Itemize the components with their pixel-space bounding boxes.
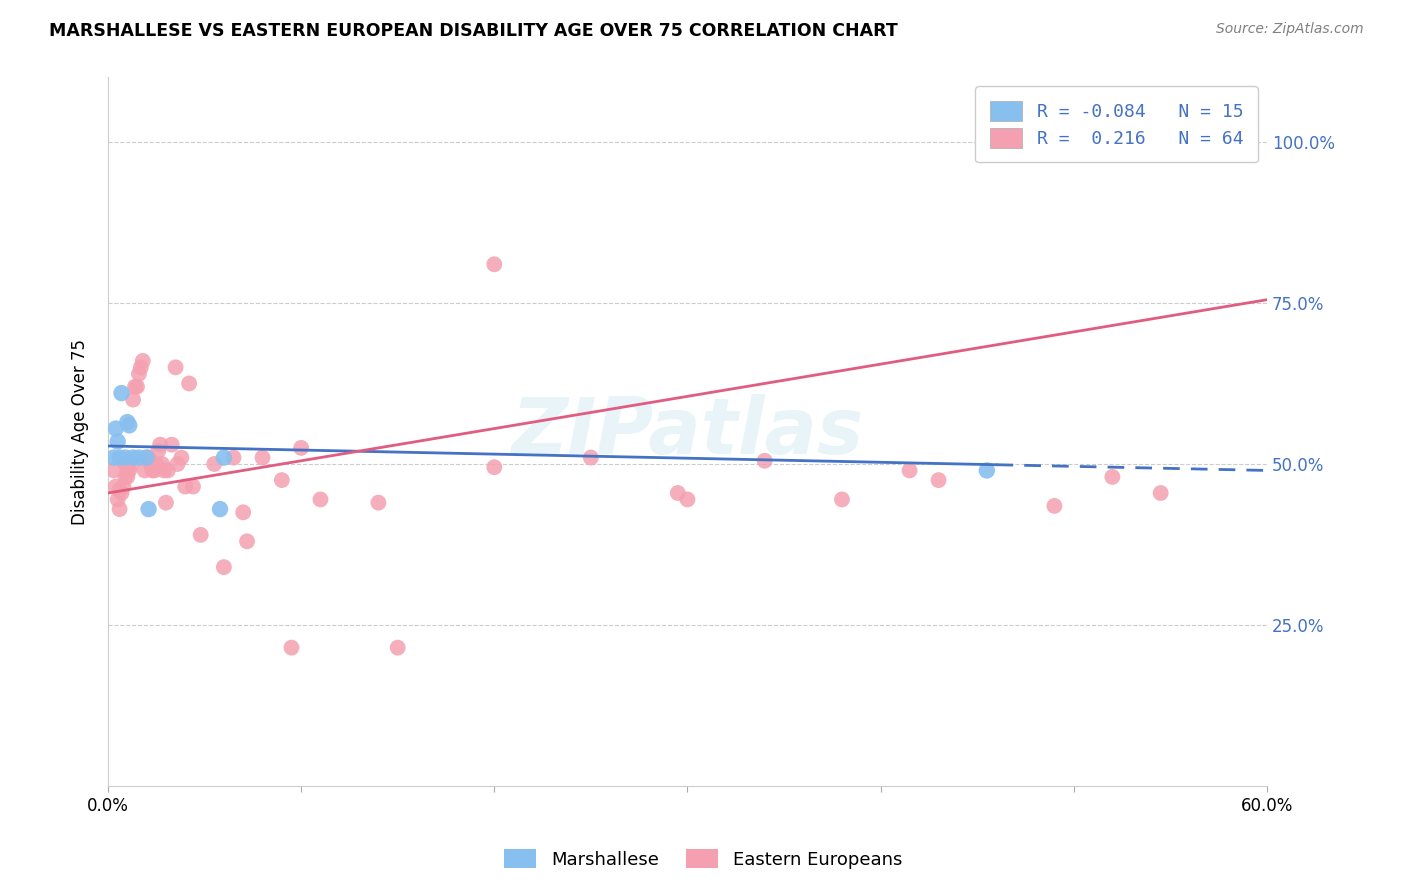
Point xyxy=(120,457,142,471)
Point xyxy=(118,463,141,477)
Y-axis label: Disability Age Over 75: Disability Age Over 75 xyxy=(72,339,89,524)
Point xyxy=(232,505,254,519)
Point xyxy=(387,640,409,655)
Point xyxy=(236,534,259,549)
Point xyxy=(190,528,212,542)
Point xyxy=(138,502,160,516)
Point xyxy=(122,392,145,407)
Point xyxy=(174,479,197,493)
Point xyxy=(1101,470,1123,484)
Point xyxy=(484,257,506,271)
Point xyxy=(129,360,152,375)
Point xyxy=(149,438,172,452)
Point xyxy=(128,367,150,381)
Point xyxy=(104,421,127,435)
Point xyxy=(270,473,292,487)
Point xyxy=(202,457,225,471)
Point xyxy=(141,463,163,477)
Point xyxy=(114,470,136,484)
Point xyxy=(108,483,131,497)
Point xyxy=(156,463,179,477)
Point xyxy=(148,444,170,458)
Point xyxy=(170,450,193,465)
Point xyxy=(135,450,157,465)
Point xyxy=(122,450,145,465)
Point xyxy=(138,450,160,465)
Point xyxy=(928,473,950,487)
Point xyxy=(108,450,131,465)
Text: ZIPatlas: ZIPatlas xyxy=(512,393,863,470)
Point xyxy=(104,479,127,493)
Point xyxy=(103,463,125,477)
Point xyxy=(110,386,132,401)
Point xyxy=(139,457,162,471)
Point xyxy=(208,502,231,516)
Point xyxy=(160,438,183,452)
Point xyxy=(150,457,173,471)
Point xyxy=(108,502,131,516)
Point xyxy=(112,479,135,493)
Point xyxy=(290,441,312,455)
Point xyxy=(181,479,204,493)
Point xyxy=(280,640,302,655)
Point xyxy=(1150,486,1173,500)
Point xyxy=(165,360,187,375)
Point xyxy=(117,470,139,484)
Point xyxy=(117,463,139,477)
Point xyxy=(1043,499,1066,513)
Point xyxy=(132,354,155,368)
Point xyxy=(143,463,166,477)
Text: Source: ZipAtlas.com: Source: ZipAtlas.com xyxy=(1216,22,1364,37)
Point xyxy=(155,496,177,510)
Point xyxy=(831,492,853,507)
Point xyxy=(107,492,129,507)
Point xyxy=(128,450,150,465)
Point xyxy=(110,486,132,500)
Point xyxy=(252,450,274,465)
Point xyxy=(107,434,129,449)
Point xyxy=(117,415,139,429)
Point xyxy=(103,450,125,465)
Point xyxy=(114,457,136,471)
Point xyxy=(484,460,506,475)
Point xyxy=(124,380,146,394)
Point xyxy=(179,376,201,391)
Point xyxy=(135,450,157,465)
Point xyxy=(114,450,136,465)
Legend: Marshallese, Eastern Europeans: Marshallese, Eastern Europeans xyxy=(496,842,910,876)
Point xyxy=(754,454,776,468)
Point xyxy=(367,496,389,510)
Point xyxy=(212,450,235,465)
Point xyxy=(676,492,699,507)
Point xyxy=(222,450,245,465)
Text: MARSHALLESE VS EASTERN EUROPEAN DISABILITY AGE OVER 75 CORRELATION CHART: MARSHALLESE VS EASTERN EUROPEAN DISABILI… xyxy=(49,22,898,40)
Point xyxy=(666,486,689,500)
Point xyxy=(976,463,998,477)
Legend: R = -0.084   N = 15, R =  0.216   N = 64: R = -0.084 N = 15, R = 0.216 N = 64 xyxy=(976,87,1258,162)
Point xyxy=(166,457,188,471)
Point xyxy=(579,450,602,465)
Point xyxy=(134,463,156,477)
Point xyxy=(125,380,148,394)
Point xyxy=(118,418,141,433)
Point xyxy=(153,463,176,477)
Point xyxy=(212,560,235,574)
Point xyxy=(898,463,921,477)
Point xyxy=(309,492,332,507)
Point xyxy=(145,457,167,471)
